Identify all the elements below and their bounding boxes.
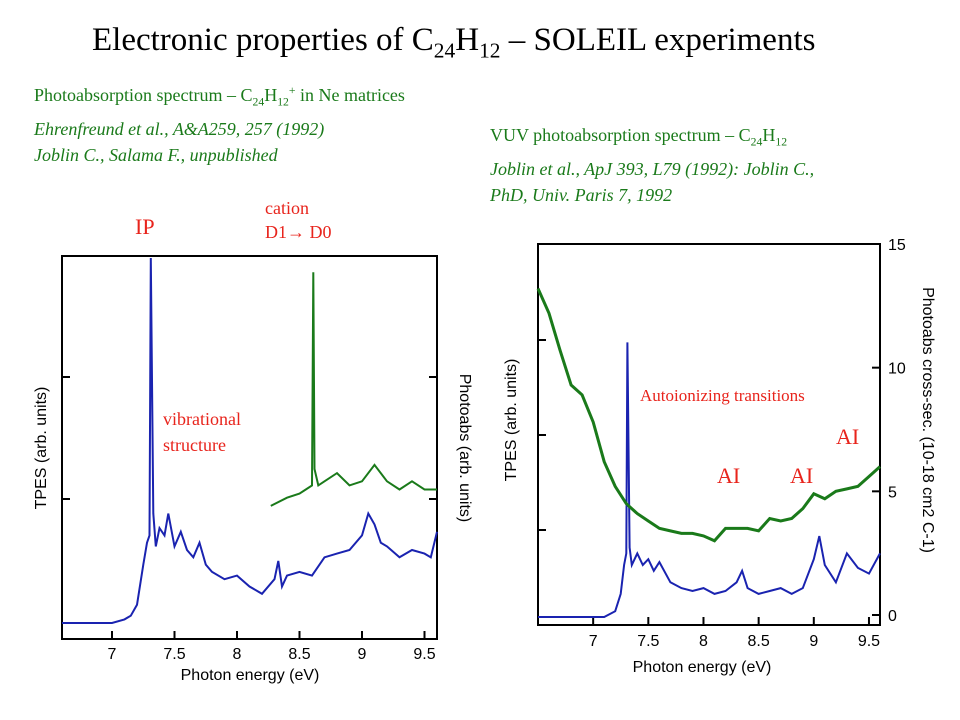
left-photoabs-line [270,272,437,507]
left-x-tick-label: 9 [358,646,367,663]
left-plot-frame [61,255,438,640]
vibrational-structure-label: vibrational structure [163,406,241,458]
right-x-tick-label: 9.5 [858,633,880,650]
right-chart: 7 7.5 8 8.5 9 9.5 0 5 10 15 Photon energy (eV) T… [503,237,936,676]
right-caption-line2: Joblin et al., ApJ 393, L79 (1992): Jobl… [490,158,815,179]
right-y2-axis-label: Photoabs cross-sec. (10-18 cm2 C-1) [919,287,936,553]
right-caption-line3: PhD, Univ. Paris 7, 1992 [490,184,673,205]
left-y-axis-label: TPES (arb. units) [33,387,50,510]
left-caption-line3: Joblin C., Salama F., unpublished [34,144,278,165]
right-plot-frame [537,243,881,626]
left-x-tick-label: 7.5 [163,646,185,663]
left-x-tick-label: 9.5 [413,646,435,663]
right-photoabs-line [536,287,882,543]
left-caption: Photoabsorption spectrum – C24H12+ in Ne… [34,78,405,168]
vib-label-line1: vibrational [163,409,241,429]
right-x-tick-label: 7.5 [637,633,659,650]
left-caption-line1: Photoabsorption spectrum – C24H12+ in Ne… [34,84,405,109]
right-x-tick-label: 7 [589,633,598,650]
right-y2-tick-label: 15 [888,237,906,254]
left-caption-line2: Ehrenfreund et al., A&A259, 257 (1992) [34,118,325,139]
left-x-tick-label: 8 [233,646,242,663]
vib-label-line2: structure [163,435,226,455]
left-chart: 7 7.5 8 8.5 9 9.5 Photon energy (eV) TPES (ar… [33,255,473,684]
right-x-tick-label: 8.5 [748,633,770,650]
left-y2-axis-label: Photoabs (arb. units) [456,374,473,523]
autoionizing-label: Autoionizing transitions [640,386,805,405]
left-tpes-line [62,257,438,624]
cation-label-line2: D1→ D0 [265,222,332,242]
right-caption: VUV photoabsorption spectrum – C24H12 Jo… [490,122,814,208]
right-y2-tick-label: 10 [888,361,906,378]
ai-label-3: AI [836,424,860,449]
ai-label-2: AI [790,463,814,488]
right-caption-line1: VUV photoabsorption spectrum – C24H12 [490,125,788,149]
left-x-axis-label: Photon energy (eV) [181,667,320,684]
right-x-tick-label: 9 [809,633,818,650]
ai-label-1: AI [717,463,741,488]
right-y-axis-label: TPES (arb. units) [503,359,520,482]
right-tpes-line [538,342,881,618]
right-y2-tick-label: 0 [888,608,897,625]
right-x-axis-label: Photon energy (eV) [633,659,772,676]
cation-label-line1: cation [265,198,309,218]
cation-label: cation D1→ D0 [265,196,332,244]
right-y2-tick-label: 5 [888,484,897,501]
slide-title: Electronic properties of C24H12 – SOLEIL… [92,22,816,63]
right-x-tick-label: 8 [699,633,708,650]
left-x-tick-label: 8.5 [288,646,310,663]
ip-label: IP [135,214,155,239]
left-x-tick-label: 7 [108,646,117,663]
right-arrow-icon: → [287,222,305,242]
